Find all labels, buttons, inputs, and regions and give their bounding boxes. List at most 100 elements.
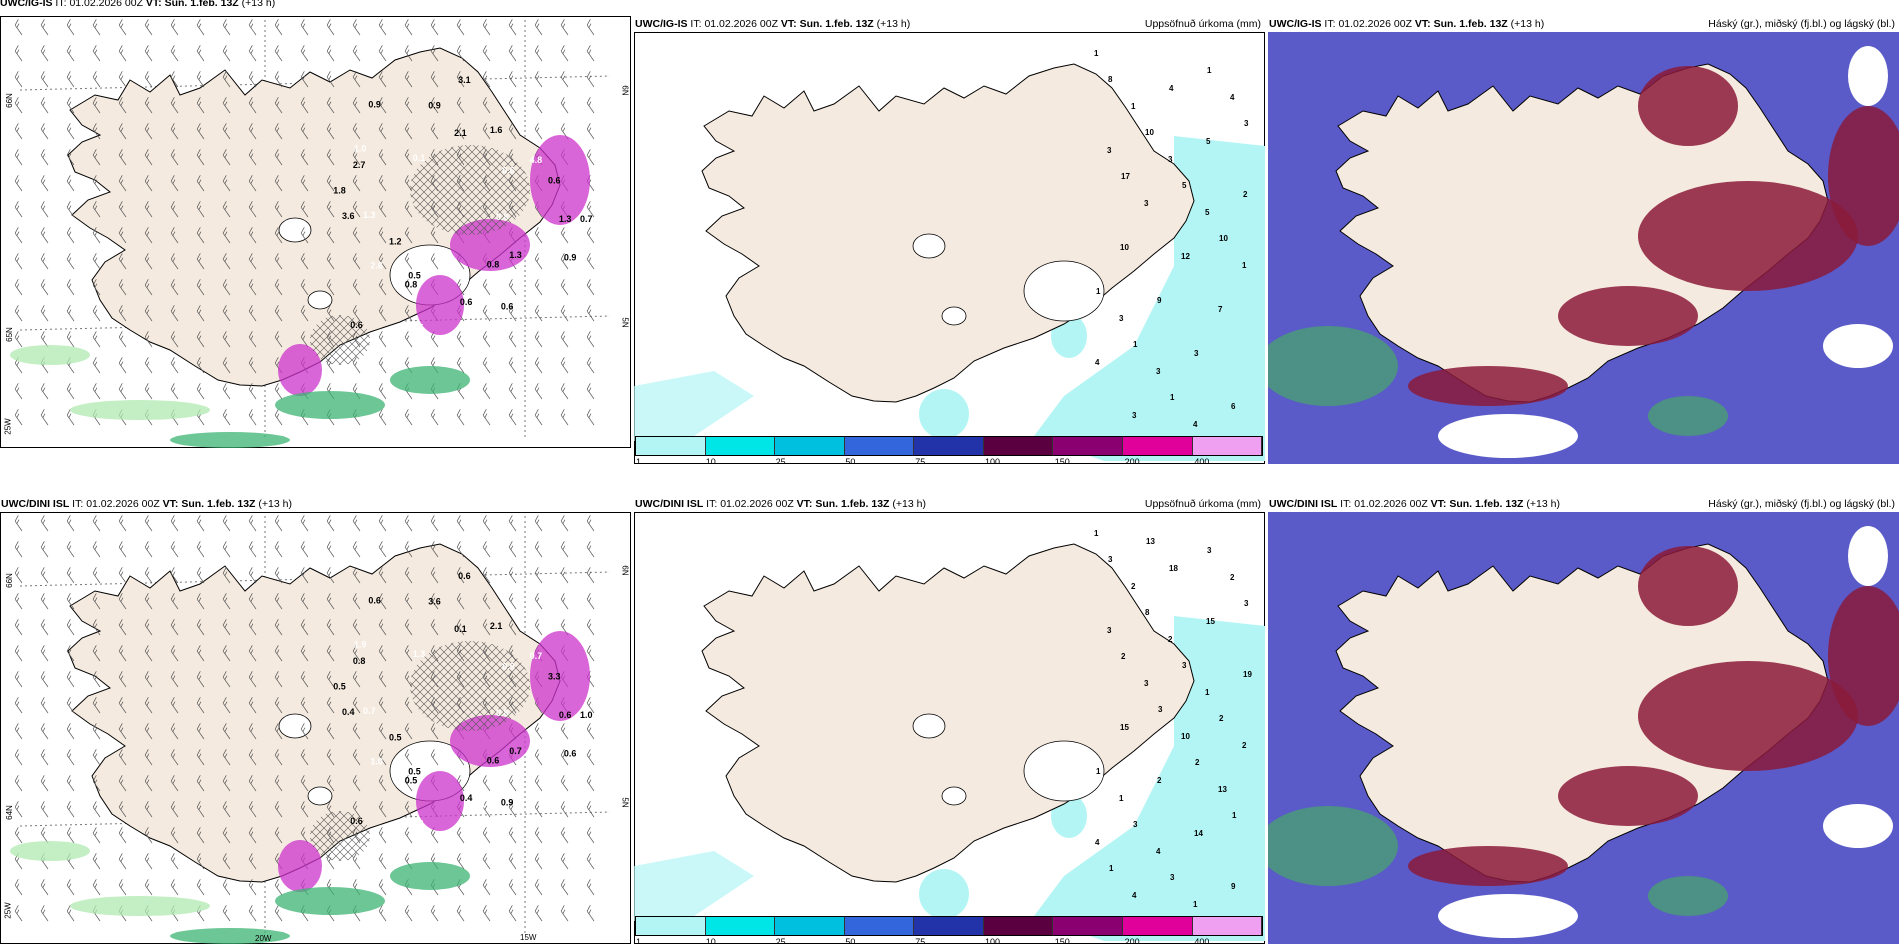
wind-barb [118,357,127,374]
wind-barb [300,253,309,270]
panel-cloud-row2: UWC/DINI ISL IT: 01.02.2026 00Z VT: Sun.… [1268,496,1899,944]
wind-barb [326,749,335,766]
wind-barb [560,853,569,870]
wind-barb [92,515,101,532]
wind-value-label: 0.6 [501,301,514,311]
wind-barb [378,357,387,374]
wind-barb [378,71,387,88]
wind-barb [66,175,75,192]
panel-title: UWC/IG-IS IT: 01.02.2026 00Z VT: Sun. 1.… [635,18,911,30]
wind-value-label: 3.6 [342,211,355,221]
lat-label-5n: 5N [620,317,630,328]
wind-barb [586,515,595,532]
wind-value-label: 1.1 [473,800,486,810]
wind-barb [222,409,231,426]
wind-value-label: 1.3 [363,210,376,220]
wind-barb [586,383,595,400]
wind-barb [222,97,231,114]
colorbar-tick-label: 100 [985,937,1001,944]
wind-barb [430,253,439,270]
wind-barb [482,279,491,296]
colorbar-swatch [1192,437,1263,455]
wind-barb [92,175,101,192]
precip-value-label: 1 [1096,287,1101,296]
wind-barb [66,201,75,218]
wind-barb [222,619,231,636]
wind-barb [378,853,387,870]
wind-barb [170,645,179,662]
wind-barb [196,149,205,166]
precip-value-label: 1 [1232,811,1237,820]
precip-value-label: 3 [1158,705,1163,714]
wind-barb [118,541,127,558]
wind-barb [222,775,231,792]
precip-value-label: 6 [1231,402,1236,411]
wind-barb [170,593,179,610]
wind-barb [378,227,387,244]
crosshatch-area [310,811,370,861]
wind-barb [352,593,361,610]
wind-barb [40,331,49,348]
cloud-title: Háský (gr.), miðský (fj.bl.) og lágský (… [1708,18,1895,30]
wind-barb [170,357,179,374]
wind-barb [534,253,543,270]
wind-barb [66,305,75,322]
wind-barb [196,723,205,740]
wind-barb [274,253,283,270]
colorbar-tick-label: 200 [1124,937,1140,944]
wind-barb [144,619,153,636]
wind-barb [586,409,595,426]
wind-barb [508,279,517,296]
cloud-low-area [1648,876,1728,916]
wind-barb [326,515,335,532]
wind-barb [14,19,23,36]
wind-barb [560,749,569,766]
wind-barb [274,515,283,532]
wind-barb [404,409,413,426]
wind-barb [92,253,101,270]
precip-value-label: 3 [1156,367,1161,376]
wind-barb [92,645,101,662]
wind-barb [326,71,335,88]
wind-barb [170,723,179,740]
wind-barb [40,71,49,88]
wind-barb [40,19,49,36]
wind-barb [248,71,257,88]
wind-barb [40,671,49,688]
wind-barb [430,515,439,532]
wind-barb [430,593,439,610]
wind-barb [14,593,23,610]
wind-barb [404,227,413,244]
colorbar-swatch [705,917,776,935]
wind-barb [274,593,283,610]
wind-barb [222,201,231,218]
wind-barb [222,645,231,662]
colorbar-swatch [636,917,706,935]
iceland-land [1335,543,1829,883]
wind-barb [40,383,49,400]
wind-value-label: 0.9 [428,101,441,111]
wind-barb [248,97,257,114]
wind-barb [66,71,75,88]
wind-barb [40,905,49,922]
wind-barb [404,905,413,922]
wind-value-label: 2.1 [454,128,467,138]
precip-area [530,135,590,225]
precip-map: 1 1 3 5 1 3 3 4 4 3 3 12 7 4 3 4 5 2 10 9 3 6 8 10 5 10 1 1 1 1 3 17 [634,49,1265,461]
wind-barb [248,45,257,62]
precip-value-label: 1 [1207,66,1212,75]
wind-barb [170,383,179,400]
wind-barb [326,123,335,140]
wind-barb [534,905,543,922]
colorbar-tick-label: 50 [845,937,856,944]
wind-barb [274,149,283,166]
wind-barb [14,123,23,140]
wind-barb [404,201,413,218]
wind-barb [430,567,439,584]
wind-barb [92,19,101,36]
wind-barb [534,749,543,766]
wind-value-label: 0.6 [368,595,381,605]
wind-barb [482,879,491,896]
wind-barb [248,723,257,740]
wind-barb [222,567,231,584]
